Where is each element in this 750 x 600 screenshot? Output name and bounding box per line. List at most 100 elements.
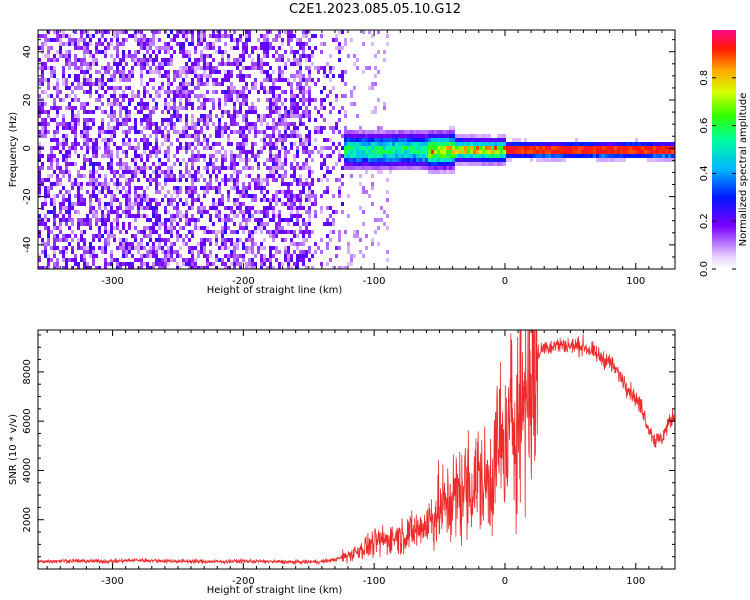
heatmap-cell xyxy=(116,262,119,266)
spectrogram-x-tick-label: 100 xyxy=(626,276,645,287)
heatmap-cell xyxy=(356,146,359,150)
heatmap-cell xyxy=(89,198,92,202)
heatmap-cell xyxy=(230,242,233,246)
heatmap-cell xyxy=(113,170,116,174)
heatmap-cell xyxy=(404,138,407,142)
heatmap-cell xyxy=(167,62,170,66)
heatmap-cell xyxy=(74,78,77,82)
heatmap-cell xyxy=(179,214,182,218)
heatmap-cell xyxy=(230,174,233,178)
heatmap-cell xyxy=(233,166,236,170)
heatmap-cell xyxy=(617,146,620,150)
heatmap-cell xyxy=(107,102,110,106)
heatmap-cell xyxy=(101,50,104,54)
heatmap-cell xyxy=(173,154,176,158)
heatmap-cell xyxy=(59,170,62,174)
heatmap-cell xyxy=(101,190,104,194)
heatmap-cell xyxy=(446,154,449,158)
heatmap-cell xyxy=(305,182,308,186)
heatmap-cell xyxy=(644,154,647,158)
heatmap-cell xyxy=(479,142,482,146)
heatmap-cell xyxy=(218,182,221,186)
heatmap-cell xyxy=(290,50,293,54)
heatmap-cell xyxy=(164,134,167,138)
heatmap-cell xyxy=(47,190,50,194)
heatmap-cell xyxy=(323,190,326,194)
heatmap-cell xyxy=(269,138,272,142)
heatmap-cell xyxy=(371,238,374,242)
heatmap-cell xyxy=(86,70,89,74)
heatmap-cell xyxy=(68,190,71,194)
heatmap-cell xyxy=(71,110,74,114)
heatmap-cell xyxy=(449,170,452,174)
heatmap-cell xyxy=(380,126,383,130)
heatmap-cell xyxy=(188,142,191,146)
heatmap-cell xyxy=(524,146,527,150)
heatmap-cell xyxy=(371,130,374,134)
heatmap-cell xyxy=(245,250,248,254)
heatmap-cell xyxy=(548,146,551,150)
heatmap-cell xyxy=(155,214,158,218)
heatmap-cell xyxy=(95,106,98,110)
heatmap-cell xyxy=(215,166,218,170)
heatmap-cell xyxy=(146,194,149,198)
heatmap-cell xyxy=(215,50,218,54)
heatmap-cell xyxy=(170,198,173,202)
heatmap-cell xyxy=(278,166,281,170)
heatmap-cell xyxy=(260,70,263,74)
heatmap-cell xyxy=(71,130,74,134)
heatmap-cell xyxy=(164,230,167,234)
heatmap-cell xyxy=(230,70,233,74)
heatmap-cell xyxy=(230,254,233,258)
heatmap-cell xyxy=(410,134,413,138)
heatmap-cell xyxy=(44,266,47,269)
heatmap-cell xyxy=(320,42,323,46)
heatmap-cell xyxy=(461,146,464,150)
heatmap-cell xyxy=(44,54,47,58)
heatmap-cell xyxy=(338,142,341,146)
heatmap-cell xyxy=(614,158,617,162)
heatmap-cell xyxy=(161,170,164,174)
heatmap-cell xyxy=(503,154,506,158)
heatmap-cell xyxy=(53,70,56,74)
heatmap-cell xyxy=(41,182,44,186)
heatmap-cell xyxy=(143,214,146,218)
heatmap-cell xyxy=(245,138,248,142)
heatmap-cell xyxy=(188,90,191,94)
heatmap-cell xyxy=(632,154,635,158)
heatmap-cell xyxy=(305,142,308,146)
heatmap-cell xyxy=(110,86,113,90)
heatmap-cell xyxy=(122,162,125,166)
heatmap-cell xyxy=(413,150,416,154)
heatmap-cell xyxy=(275,102,278,106)
heatmap-cell xyxy=(95,50,98,54)
heatmap-cell xyxy=(92,34,95,38)
heatmap-cell xyxy=(212,222,215,226)
heatmap-cell xyxy=(194,178,197,182)
heatmap-cell xyxy=(155,58,158,62)
heatmap-cell xyxy=(158,262,161,266)
heatmap-cell xyxy=(80,38,83,42)
colorbar-label: Normalized spectral amplitude xyxy=(738,93,749,247)
heatmap-cell xyxy=(197,150,200,154)
heatmap-cell xyxy=(422,166,425,170)
heatmap-cell xyxy=(308,90,311,94)
heatmap-cell xyxy=(188,194,191,198)
heatmap-cell xyxy=(182,94,185,98)
heatmap-cell xyxy=(65,198,68,202)
heatmap-cell xyxy=(209,186,212,190)
heatmap-cell xyxy=(281,122,284,126)
heatmap-cell xyxy=(275,166,278,170)
heatmap-cell xyxy=(128,222,131,226)
heatmap-cell xyxy=(146,106,149,110)
heatmap-cell xyxy=(83,142,86,146)
heatmap-cell xyxy=(92,214,95,218)
heatmap-cell xyxy=(332,66,335,70)
heatmap-cell xyxy=(233,254,236,258)
heatmap-cell xyxy=(308,110,311,114)
heatmap-cell xyxy=(167,58,170,62)
heatmap-cell xyxy=(311,62,314,66)
heatmap-cell xyxy=(149,230,152,234)
heatmap-cell xyxy=(167,94,170,98)
heatmap-cell xyxy=(440,130,443,134)
